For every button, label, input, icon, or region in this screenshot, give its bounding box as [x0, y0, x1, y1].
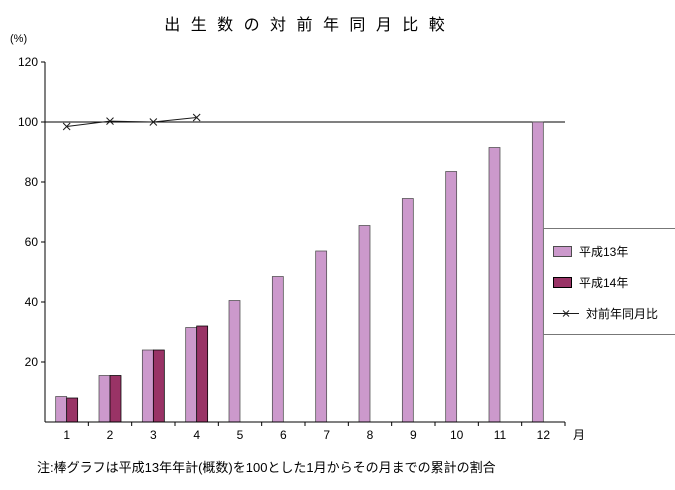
x-tick-label: 4 [193, 428, 200, 442]
bar-s0-m4 [185, 327, 198, 423]
trend-line-segment [153, 117, 197, 123]
bar-s1-m1 [66, 397, 79, 423]
legend-item-heisei14: 平成14年 [544, 267, 675, 298]
bar-s0-m7 [315, 250, 328, 423]
x-tick-label: 6 [280, 428, 287, 442]
x-tick-label: 12 [537, 428, 551, 442]
x-tick-label: 11 [494, 428, 507, 442]
legend-swatch-heisei14-icon [553, 277, 572, 288]
bar-s0-m12 [531, 121, 544, 423]
y-tick-label: 120 [18, 55, 38, 69]
y-tick-label: 100 [18, 115, 38, 129]
legend-item-heisei13: 平成13年 [544, 236, 675, 267]
bar-s1-m3 [152, 349, 165, 423]
y-tick-label: 60 [25, 235, 39, 249]
legend-swatch-heisei13-icon [553, 246, 572, 257]
x-tick-label: 2 [107, 428, 114, 442]
trend-marker-x [62, 122, 71, 131]
y-tick-label: 80 [25, 175, 39, 189]
legend: 平成13年 平成14年 対前年同月比 [543, 228, 675, 335]
trend-line-segment [109, 120, 154, 123]
bar-s1-m4 [196, 325, 209, 423]
legend-label-heisei14: 平成14年 [579, 276, 629, 290]
x-axis-unit-label: 月 [573, 428, 585, 442]
bar-s1-m2 [109, 375, 122, 423]
legend-label-yoy-ratio: 対前年同月比 [586, 307, 659, 321]
x-tick-label: 5 [237, 428, 244, 442]
bar-s0-m10 [445, 171, 458, 423]
trend-marker-x [106, 117, 114, 125]
x-tick-label: 1 [63, 428, 70, 442]
bar-s0-m2 [98, 375, 111, 423]
legend-line-marker-icon [553, 310, 579, 317]
y-tick-label: 40 [25, 295, 39, 309]
legend-label-heisei13: 平成13年 [579, 245, 629, 259]
x-tick-label: 9 [410, 428, 417, 442]
bar-s0-m9 [401, 198, 414, 423]
y-axis-unit-label: (%) [10, 33, 28, 45]
x-tick-label: 8 [367, 428, 374, 442]
trend-marker-x [149, 118, 158, 126]
footnote: 注:棒グラフは平成13年年計(概数)を100とした1月からその月までの累計の割合 [37, 460, 496, 475]
bar-s0-m1 [55, 396, 68, 423]
y-tick-label: 20 [25, 355, 39, 369]
bar-s0-m8 [358, 225, 371, 423]
x-tick-label: 3 [150, 428, 157, 442]
x-tick-label: 10 [450, 428, 464, 442]
chart-title: 出 生 数 の 対 前 年 同 月 比 較 [164, 17, 448, 34]
trend-marker-x [192, 113, 201, 122]
bar-s0-m3 [141, 349, 154, 423]
trend-line-segment [66, 120, 111, 127]
bar-s0-m11 [488, 147, 501, 423]
x-tick-label: 7 [323, 428, 330, 442]
bar-s0-m5 [228, 300, 241, 423]
bar-s0-m6 [271, 276, 284, 423]
legend-item-yoy-ratio: 対前年同月比 [544, 298, 675, 329]
